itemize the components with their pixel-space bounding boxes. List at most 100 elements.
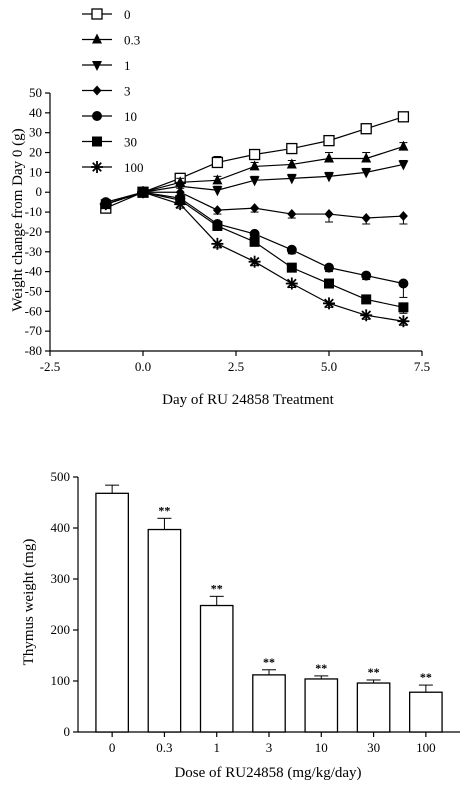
data-point (92, 33, 102, 44)
data-point (324, 209, 334, 220)
y-tick-label: -10 (25, 204, 42, 219)
asterisk-stroke (175, 199, 186, 210)
legend-entry-30: 30 (82, 135, 137, 150)
legend-label: 1 (124, 58, 131, 73)
bar-group-0.3: ** 0.3 (147, 503, 182, 755)
data-point (212, 174, 223, 185)
bar-group-1: ** 1 (199, 581, 234, 755)
data-point (360, 123, 372, 135)
x-tick-label: 1 (213, 740, 220, 755)
data-point (91, 161, 103, 173)
data-point (287, 209, 297, 220)
legend-entry-100: 100 (82, 160, 144, 175)
x-tick-label: 2.5 (228, 359, 244, 374)
data-point (92, 136, 102, 147)
data-point (249, 236, 260, 247)
x-tick-label: 0.3 (156, 740, 172, 755)
line-chart-series (99, 111, 410, 328)
data-point (324, 262, 334, 273)
x-tick-label: 5.0 (321, 359, 337, 374)
data-point (324, 172, 334, 183)
y-tick-label: 0 (64, 724, 71, 739)
data-point (91, 8, 103, 20)
y-tick-label: -30 (25, 244, 42, 259)
data-point (397, 315, 410, 328)
data-point (212, 186, 223, 197)
significance-label: ** (315, 661, 327, 675)
line-chart-x-axis-label: Day of RU 24858 Treatment (162, 392, 334, 408)
data-point (398, 211, 408, 222)
data-point (211, 237, 224, 250)
data-point (137, 186, 149, 199)
data-point (360, 309, 373, 322)
bar (95, 492, 130, 733)
x-tick-label: -2.5 (40, 359, 61, 374)
data-point (286, 142, 298, 155)
data-point (398, 302, 409, 313)
y-tick-label: -70 (25, 323, 42, 338)
x-tick-label: 30 (367, 740, 380, 755)
bar (252, 674, 286, 733)
asterisk-stroke (249, 256, 260, 267)
y-tick-label: 500 (51, 469, 71, 484)
y-tick-label: 100 (51, 673, 71, 688)
data-point (286, 174, 297, 185)
line-chart-y-axis-label: Weight change from Day 0 (g) (10, 128, 26, 311)
data-point (324, 278, 334, 289)
x-tick-label: 0.0 (135, 359, 151, 374)
data-point (398, 160, 409, 171)
y-tick-label: -60 (25, 303, 42, 318)
x-tick-label: 10 (315, 740, 328, 755)
data-point (248, 255, 261, 268)
significance-label: ** (420, 670, 432, 684)
legend-label: 0.3 (124, 33, 140, 48)
data-point (249, 160, 260, 171)
significance-label: ** (263, 655, 275, 669)
data-point (211, 156, 224, 169)
legend-entry-0.3: 0.3 (82, 33, 140, 48)
bar-chart-x-axis-label: Dose of RU24858 (mg/kg/day) (174, 765, 361, 781)
data-point (248, 148, 261, 161)
x-tick-label: 100 (416, 740, 436, 755)
data-point (398, 278, 409, 289)
data-point (250, 203, 260, 214)
line-chart-legend: 0 0.3 1 3 10 30 100 (82, 7, 144, 175)
y-tick-label: 200 (51, 622, 71, 637)
data-point (397, 111, 410, 123)
asterisk-stroke (361, 310, 372, 321)
y-tick-label: 40 (29, 105, 42, 120)
series-100 (99, 186, 410, 328)
y-tick-label: -40 (25, 264, 42, 279)
asterisk-stroke (212, 238, 223, 249)
data-point (361, 270, 372, 281)
data-point (285, 277, 298, 290)
thymus-weight-bar-chart: 0 100 200 300 400 500 0 ** 0.3 ** 1 ** 3 ** 10 ** 30 ** 1… (21, 469, 460, 781)
bar (356, 682, 391, 733)
data-point (174, 198, 187, 211)
data-point (286, 244, 297, 255)
y-tick-label: -20 (25, 224, 42, 239)
data-point (249, 228, 260, 239)
data-point (92, 61, 102, 71)
data-point (361, 294, 372, 305)
data-point (92, 111, 102, 121)
data-point (361, 213, 371, 224)
asterisk-stroke (100, 199, 111, 210)
data-point (212, 205, 222, 216)
y-tick-label: 0 (36, 184, 43, 199)
legend-label: 0 (124, 7, 131, 22)
x-tick-label: 0 (109, 740, 116, 755)
legend-label: 10 (124, 109, 137, 124)
bar (304, 678, 339, 733)
significance-label: ** (211, 581, 223, 595)
bar (147, 528, 182, 733)
bar-group-0: 0 (95, 484, 130, 755)
bar-group-100: ** 100 (408, 670, 443, 755)
significance-label: ** (368, 665, 380, 679)
bar (408, 691, 443, 733)
data-point (249, 176, 260, 187)
asterisk-stroke (138, 187, 148, 198)
